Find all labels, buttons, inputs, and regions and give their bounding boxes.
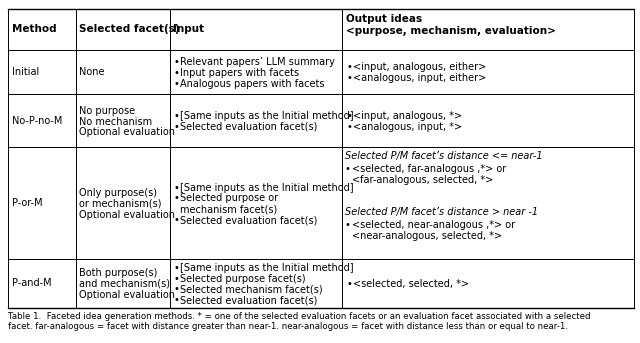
Text: [Same inputs as the Initial method]: [Same inputs as the Initial method] xyxy=(180,182,353,193)
Text: •: • xyxy=(173,263,179,273)
Text: Optional evaluation: Optional evaluation xyxy=(79,290,175,300)
Text: Only purpose(s): Only purpose(s) xyxy=(79,188,157,198)
Text: <selected, near-analogous ,*> or: <selected, near-analogous ,*> or xyxy=(352,220,515,230)
Text: •: • xyxy=(346,73,352,83)
Text: •: • xyxy=(173,79,179,88)
Text: <selected, far-analogous ,*> or: <selected, far-analogous ,*> or xyxy=(352,164,506,174)
Text: •: • xyxy=(173,215,179,225)
Text: •: • xyxy=(346,111,352,121)
Text: Initial: Initial xyxy=(12,67,40,77)
Text: Optional evaluation: Optional evaluation xyxy=(79,127,175,138)
Text: <input, analogous, *>: <input, analogous, *> xyxy=(353,111,462,121)
Text: No-P-no-M: No-P-no-M xyxy=(12,116,63,126)
Text: •: • xyxy=(173,193,179,203)
Text: •: • xyxy=(173,122,179,132)
Text: mechanism facet(s): mechanism facet(s) xyxy=(180,204,277,214)
Text: <selected, selected, *>: <selected, selected, *> xyxy=(353,279,468,289)
Text: Selected evaluation facet(s): Selected evaluation facet(s) xyxy=(180,122,317,132)
Text: <near-analogous, selected, *>: <near-analogous, selected, *> xyxy=(352,231,502,241)
Text: Table 1.  Faceted idea generation methods. * = one of the selected evaluation fa: Table 1. Faceted idea generation methods… xyxy=(8,312,591,331)
Text: Both purpose(s): Both purpose(s) xyxy=(79,268,157,278)
Text: Input papers with facets: Input papers with facets xyxy=(180,68,299,78)
Text: •: • xyxy=(345,220,351,230)
Text: •: • xyxy=(346,279,352,289)
Text: None: None xyxy=(79,67,105,77)
Text: Method: Method xyxy=(12,24,57,34)
Text: Selected facet(s): Selected facet(s) xyxy=(79,24,180,34)
Text: Selected P/M facet’s distance <= near-1: Selected P/M facet’s distance <= near-1 xyxy=(345,151,543,161)
Text: <analogous, input, either>: <analogous, input, either> xyxy=(353,73,486,83)
Text: or mechanism(s): or mechanism(s) xyxy=(79,199,162,209)
Text: •: • xyxy=(173,295,179,305)
Text: Selected mechanism facet(s): Selected mechanism facet(s) xyxy=(180,284,323,294)
Text: P-and-M: P-and-M xyxy=(12,278,52,288)
Text: P-or-M: P-or-M xyxy=(12,198,43,208)
Text: Selected purpose or: Selected purpose or xyxy=(180,193,278,203)
Text: No purpose: No purpose xyxy=(79,106,136,116)
Text: •: • xyxy=(346,62,352,72)
Text: <input, analogous, either>: <input, analogous, either> xyxy=(353,62,486,72)
Text: <analogous, input, *>: <analogous, input, *> xyxy=(353,122,462,132)
Text: •: • xyxy=(173,182,179,193)
Text: <purpose, mechanism, evaluation>: <purpose, mechanism, evaluation> xyxy=(346,26,556,36)
Text: Output ideas: Output ideas xyxy=(346,14,422,24)
Text: •: • xyxy=(345,164,351,174)
Text: Selected purpose facet(s): Selected purpose facet(s) xyxy=(180,274,305,284)
Text: and mechanism(s): and mechanism(s) xyxy=(79,279,170,289)
Text: •: • xyxy=(173,111,179,121)
Text: •: • xyxy=(173,274,179,284)
Text: •: • xyxy=(173,284,179,294)
Text: •: • xyxy=(173,68,179,78)
Text: Analogous papers with facets: Analogous papers with facets xyxy=(180,79,324,88)
Text: No mechanism: No mechanism xyxy=(79,117,152,127)
Text: •: • xyxy=(173,57,179,67)
Text: Selected evaluation facet(s): Selected evaluation facet(s) xyxy=(180,295,317,305)
Text: <far-analogous, selected, *>: <far-analogous, selected, *> xyxy=(352,175,493,185)
Text: Selected evaluation facet(s): Selected evaluation facet(s) xyxy=(180,215,317,225)
Text: Input: Input xyxy=(173,24,205,34)
Text: [Same inputs as the Initial method]: [Same inputs as the Initial method] xyxy=(180,263,353,273)
Text: Selected P/M facet’s distance > near -1: Selected P/M facet’s distance > near -1 xyxy=(345,207,538,217)
Text: •: • xyxy=(346,122,352,132)
Text: Optional evaluation: Optional evaluation xyxy=(79,210,175,220)
Text: Relevant papers’ LLM summary: Relevant papers’ LLM summary xyxy=(180,57,335,67)
Text: [Same inputs as the Initial method]: [Same inputs as the Initial method] xyxy=(180,111,353,121)
